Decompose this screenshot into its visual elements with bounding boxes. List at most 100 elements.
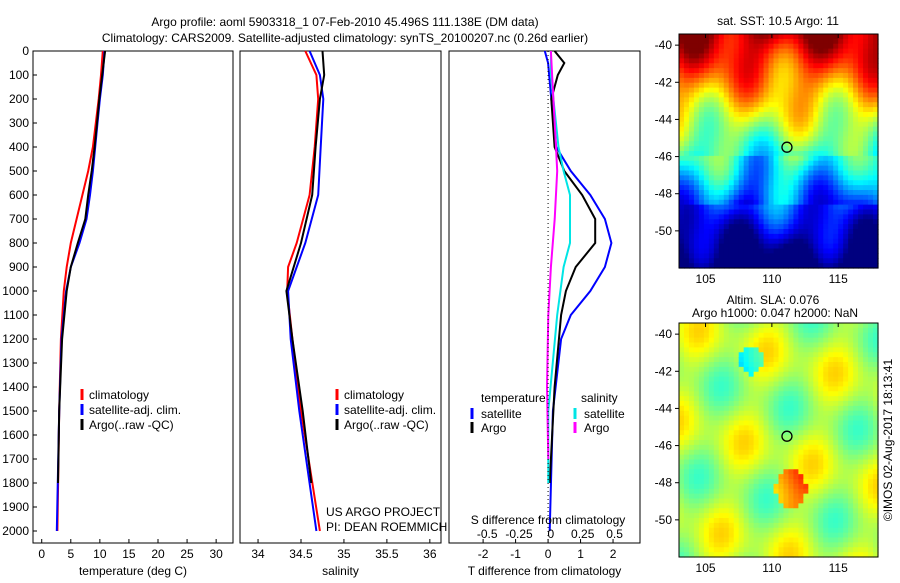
map-cell (793, 513, 799, 519)
map-cell (703, 352, 710, 358)
map-cell (813, 185, 819, 191)
map-cell (723, 34, 730, 40)
map-cell (713, 381, 720, 387)
map-cell (698, 146, 705, 152)
map-cell (818, 155, 824, 162)
map-cell (758, 371, 765, 378)
map-cell (838, 82, 844, 89)
map-cell (818, 77, 824, 84)
map-cell (793, 194, 799, 201)
map-cell (783, 146, 790, 152)
map-cell (858, 493, 864, 500)
map-cell (858, 199, 864, 206)
map-cell (848, 396, 854, 402)
map-cell (743, 214, 750, 220)
map-cell (818, 464, 824, 470)
map-cell (833, 352, 839, 358)
map-cell (838, 126, 844, 133)
map-cell (703, 347, 710, 353)
map-cell (858, 73, 864, 79)
map-cell (823, 199, 829, 206)
map-cell (773, 258, 780, 264)
map-cell (868, 170, 874, 176)
map-cell (838, 449, 844, 456)
map-cell (818, 342, 824, 348)
map-cell (813, 366, 819, 373)
map-cell (798, 112, 804, 118)
map-cell (838, 488, 844, 495)
map-cell (733, 552, 740, 558)
map-cell (753, 126, 760, 133)
map-cell (688, 136, 695, 142)
map-cell (803, 542, 809, 548)
map-cell (698, 63, 705, 69)
map-cell (723, 204, 730, 211)
map-cell (838, 136, 844, 142)
map-cell (868, 175, 874, 181)
map-cell (873, 209, 879, 215)
map-cell (798, 190, 804, 196)
map-cell (703, 498, 710, 504)
map-cell (823, 469, 829, 475)
map-cell (858, 347, 864, 353)
map-cell (688, 552, 695, 558)
map-cell (763, 459, 770, 465)
map-cell (778, 522, 785, 529)
map-cell (848, 337, 854, 344)
map-cell (733, 459, 740, 465)
map-cell (708, 342, 715, 348)
map-cell (788, 498, 795, 504)
map-cell (848, 160, 854, 167)
map-cell (748, 435, 755, 441)
map-cell (823, 498, 829, 504)
map-cell (833, 381, 839, 387)
map-cell (793, 112, 799, 118)
map-cell (733, 391, 740, 397)
map-cell (793, 381, 799, 387)
map-cell (778, 97, 785, 103)
map-cell (858, 43, 864, 50)
map-cell (863, 248, 869, 254)
map-cell (803, 381, 809, 387)
map-cell (733, 248, 740, 254)
map-cell (758, 180, 765, 186)
map-cell (763, 126, 770, 133)
map-cell (838, 401, 844, 407)
map-cell (728, 48, 735, 55)
map-cell (813, 219, 819, 225)
map-cell (683, 513, 690, 519)
map-cell (873, 121, 879, 128)
map-cell (848, 131, 854, 137)
map-cell (718, 263, 725, 269)
map-cell (783, 155, 790, 162)
map-cell (873, 522, 879, 529)
map-cell (803, 552, 809, 558)
map-cell (768, 532, 775, 539)
map-cell (688, 53, 695, 59)
map-cell (753, 542, 760, 548)
map-cell (783, 238, 790, 245)
map-cell (773, 440, 780, 446)
map-cell (713, 532, 720, 539)
map-cell (708, 146, 715, 152)
map-cell (738, 498, 745, 504)
map-cell (778, 430, 785, 436)
map-cell (679, 357, 685, 363)
map-cell (728, 73, 735, 79)
map-cell (703, 131, 710, 137)
map-cell (713, 483, 720, 490)
map-cell (868, 48, 874, 55)
map-cell (688, 391, 695, 397)
map-cell (828, 474, 834, 480)
map-cell (718, 224, 725, 230)
map-cell (758, 107, 765, 113)
map-cell (733, 332, 740, 339)
map-cell (858, 391, 864, 397)
map-cell (798, 420, 804, 426)
map-cell (763, 43, 770, 50)
map-cell (778, 214, 785, 220)
map-cell (738, 107, 745, 113)
map-cell (743, 68, 750, 74)
map-cell (793, 243, 799, 250)
map-cell (843, 362, 849, 368)
